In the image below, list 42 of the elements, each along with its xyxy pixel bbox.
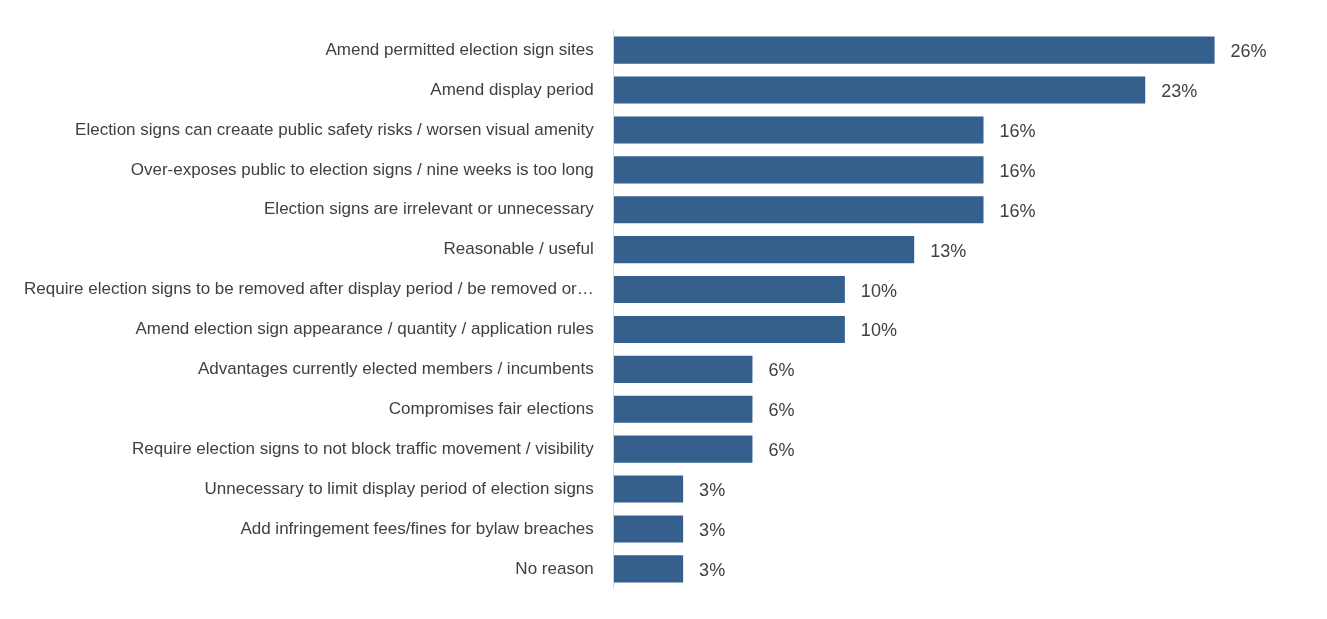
bar	[613, 395, 753, 423]
y-tick-label: Add infringement fees/fines for bylaw breaches	[240, 518, 594, 538]
y-tick-label: Amend display period	[430, 79, 594, 99]
bar	[613, 515, 684, 543]
data-label: 6%	[768, 360, 795, 381]
data-label: 23%	[1161, 81, 1198, 102]
data-label: 3%	[699, 519, 726, 540]
data-label: 13%	[930, 240, 967, 261]
bar	[613, 435, 753, 463]
y-tick-label: Election signs are irrelevant or unnecessary	[264, 199, 595, 219]
y-tick-label: Require election signs to be removed after display period / be removed or…	[23, 279, 594, 299]
bar	[613, 236, 915, 264]
bar	[613, 475, 684, 503]
bar	[613, 116, 984, 144]
y-tick-label: No reason	[515, 558, 594, 578]
data-label: 6%	[768, 440, 795, 461]
y-tick-label: Require election signs to not block traffic movement / visibility	[132, 438, 595, 458]
y-tick-label: Advantages currently elected members / incumbents	[197, 359, 594, 379]
bar	[613, 275, 845, 304]
data-label: 10%	[860, 280, 897, 301]
data-label: 10%	[860, 320, 897, 341]
bar	[613, 355, 753, 383]
y-tick-label: Compromises fair elections	[388, 398, 594, 418]
y-tick-label: Election signs can creaate public safety risks / worsen visual amenity	[75, 119, 595, 139]
y-tick-label: Amend election sign appearance / quantity / application rules	[135, 319, 594, 339]
data-label: 26%	[1230, 41, 1267, 62]
data-label: 3%	[699, 480, 726, 501]
bar	[613, 156, 984, 184]
bar	[613, 315, 845, 344]
bar	[613, 76, 1146, 104]
y-tick-label: Over-exposes public to election signs / nine weeks is too long	[130, 159, 594, 179]
data-label: 16%	[999, 120, 1036, 141]
data-label: 16%	[999, 200, 1036, 221]
data-label: 16%	[999, 160, 1036, 181]
bar	[613, 36, 1215, 64]
bar	[613, 196, 984, 224]
bar	[613, 555, 684, 583]
y-tick-label: Amend permitted election sign sites	[325, 39, 594, 59]
y-tick-label: Reasonable / useful	[443, 239, 594, 259]
y-tick-label: Unnecessary to limit display period of election signs	[204, 478, 594, 498]
data-label: 6%	[768, 400, 795, 421]
data-label: 3%	[699, 559, 726, 580]
